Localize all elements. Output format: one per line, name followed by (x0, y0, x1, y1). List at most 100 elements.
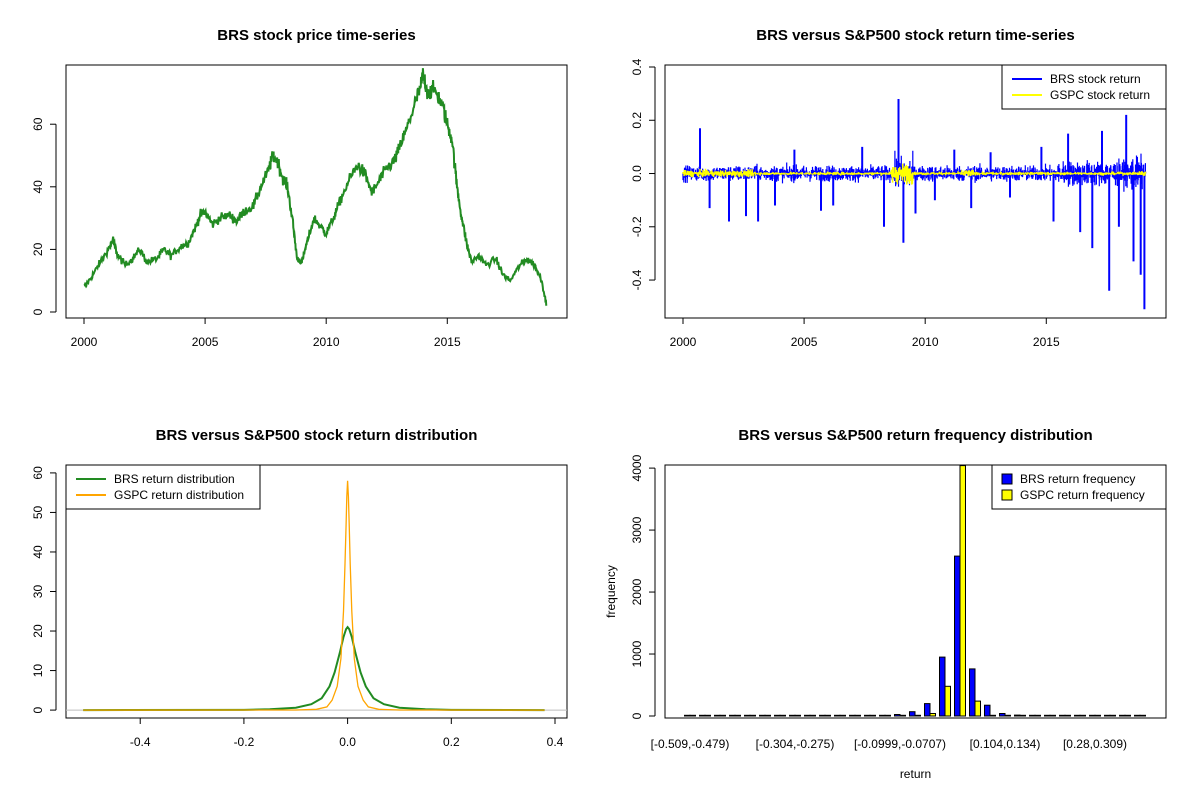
brs-bar (1014, 714, 1021, 717)
y-tick-label: -0.4 (630, 269, 644, 290)
brs-bar (819, 714, 826, 717)
x-tick-label: [-0.509,-0.479) (651, 737, 730, 751)
brs-bar (684, 714, 691, 717)
y-tick-label: 40 (31, 180, 45, 194)
y-tick-label: -0.2 (630, 216, 644, 237)
gspc-bar (989, 714, 996, 717)
plot-frame (65, 464, 568, 719)
brs-bar (714, 714, 721, 717)
panel-4: BRS versus S&P500 return frequency distr… (604, 427, 1167, 781)
gspc-bar (719, 714, 726, 717)
brs-bar (699, 714, 706, 717)
legend: BRS return frequency GSPC return frequenc… (991, 464, 1167, 510)
brs-bar (804, 714, 811, 717)
gspc-bar (794, 714, 801, 717)
brs-bar (909, 711, 916, 717)
y-tick-label: 4000 (630, 454, 644, 481)
gspc-density-line (83, 480, 545, 711)
x-tick-label: 2015 (434, 335, 461, 349)
y-tick-label: 0.0 (630, 165, 644, 182)
legend-swatch (1001, 489, 1013, 501)
x-tick-label: [0.28,0.309) (1063, 737, 1127, 751)
gspc-return-series (682, 163, 1147, 185)
plot-frame (65, 64, 568, 319)
gspc-bar (824, 714, 831, 717)
legend-box (1001, 64, 1167, 110)
x-tick-label: -0.2 (234, 735, 255, 749)
legend-label: GSPC return distribution (114, 488, 244, 502)
x-tick-label: -0.4 (130, 735, 151, 749)
brs-bar (984, 704, 991, 717)
gspc-bar (809, 714, 816, 717)
y-tick-label: 1000 (630, 640, 644, 667)
brs-bar (774, 714, 781, 717)
brs-bar (849, 714, 856, 717)
brs-bar (1029, 714, 1036, 717)
brs-bar (789, 714, 796, 717)
gspc-bar (1019, 714, 1026, 717)
legend-label: GSPC return frequency (1020, 488, 1145, 502)
x-tick-label: 0.0 (339, 735, 356, 749)
brs-bar (924, 703, 931, 717)
y-axis: 0 1000 2000 3000 4000 (630, 454, 656, 719)
y-tick-label: 2000 (630, 578, 644, 605)
y-tick-label: 3000 (630, 516, 644, 543)
brs-bar (834, 714, 841, 717)
legend: BRS return distribution GSPC return distr… (65, 464, 261, 510)
plot-frame (664, 464, 1167, 719)
x-axis: [-0.509,-0.479) [-0.304,-0.275) [-0.0999,-… (651, 737, 1127, 751)
x-tick-label: 2000 (71, 335, 98, 349)
x-tick-label: 2005 (791, 335, 818, 349)
legend-label: BRS return frequency (1020, 472, 1135, 486)
brs-density-line (83, 625, 545, 712)
y-tick-label: 30 (31, 585, 45, 599)
brs-bar (954, 555, 961, 717)
gspc-bar (1049, 714, 1056, 717)
gspc-bar (869, 714, 876, 717)
brs-bar (1059, 714, 1066, 717)
panel-3: BRS versus S&P500 stock return distribut… (31, 427, 568, 749)
x-tick-label: [0.104,0.134) (970, 737, 1041, 751)
chart-title: BRS versus S&P500 return frequency distr… (738, 427, 1092, 444)
x-axis: 2000 2005 2010 2015 (670, 318, 1060, 349)
brs-bar (1119, 714, 1126, 717)
brs-bar (1104, 714, 1111, 717)
gspc-bar (704, 714, 711, 717)
legend-swatch (1001, 473, 1013, 485)
panel-2: BRS versus S&P500 stock return time-seri… (630, 27, 1167, 349)
y-tick-label: 0 (31, 308, 45, 315)
y-tick-label: 0 (630, 712, 644, 719)
brs-bar (1044, 714, 1051, 717)
gspc-bar (1109, 714, 1116, 717)
gspc-bar (1124, 714, 1131, 717)
bars (684, 465, 1146, 717)
brs-bar (1074, 714, 1081, 717)
brs-bar (744, 714, 751, 717)
chart-title: BRS versus S&P500 stock return distribut… (156, 427, 478, 444)
y-tick-label: 40 (31, 545, 45, 559)
y-axis: 0 10 20 30 40 50 60 (31, 466, 57, 713)
gspc-bar (929, 713, 936, 717)
y-axis: 0 20 40 60 (31, 117, 57, 315)
gspc-bar (944, 685, 951, 717)
brs-bar (894, 714, 901, 717)
plot-frame (664, 64, 1167, 319)
legend-box (991, 464, 1167, 510)
brs-bar (1134, 714, 1141, 717)
brs-bar (1089, 714, 1096, 717)
gspc-bar (1079, 714, 1086, 717)
x-axis: 2000 2005 2010 2015 (71, 318, 461, 349)
x-tick-label: 2000 (670, 335, 697, 349)
x-tick-label: 2015 (1033, 335, 1060, 349)
gspc-bar (899, 714, 906, 717)
x-tick-label: 2010 (313, 335, 340, 349)
gspc-bar (749, 714, 756, 717)
chart-title: BRS versus S&P500 stock return time-seri… (756, 27, 1074, 44)
x-tick-label: 2005 (192, 335, 219, 349)
y-tick-label: 20 (31, 624, 45, 638)
x-tick-label: 0.4 (547, 735, 564, 749)
brs-bar (999, 713, 1006, 717)
gspc-bar (854, 714, 861, 717)
